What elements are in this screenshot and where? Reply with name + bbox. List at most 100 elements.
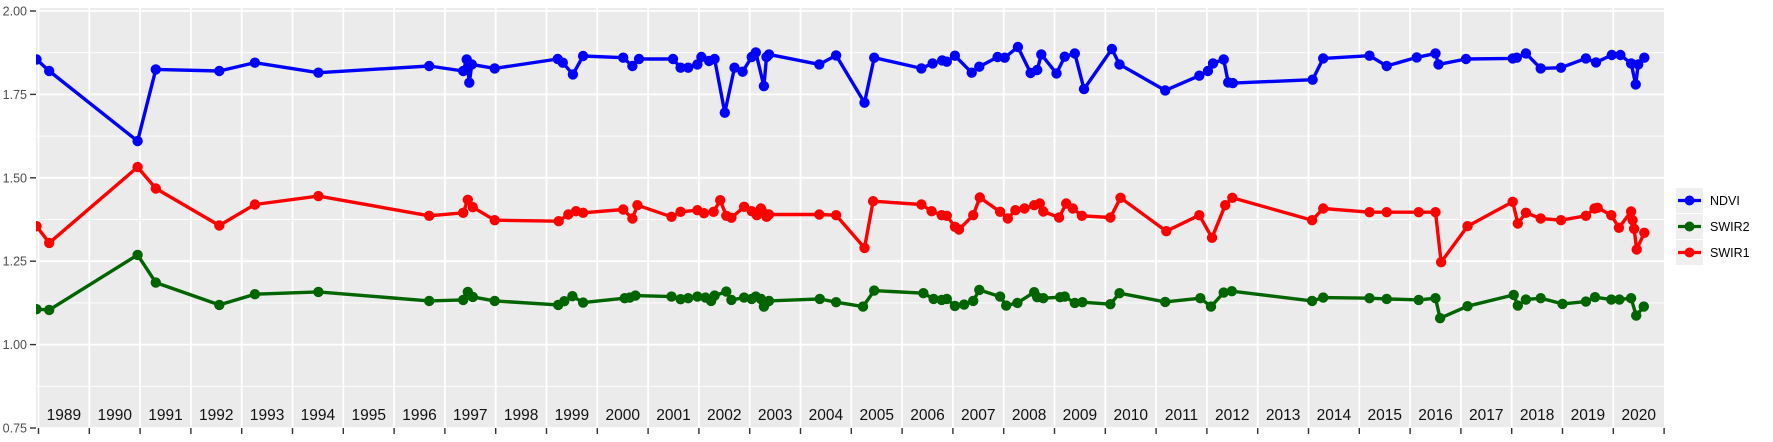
data-point-swir1 <box>1038 206 1049 217</box>
data-point-ndvi <box>1433 59 1444 70</box>
data-point-ndvi <box>249 57 261 68</box>
data-point-ndvi <box>1590 57 1602 68</box>
data-point-swir1 <box>1639 227 1650 238</box>
data-point-swir2 <box>1462 301 1473 312</box>
x-axis-label: 2015 <box>1367 407 1401 424</box>
data-point-ndvi <box>696 51 707 63</box>
data-point-swir1 <box>249 199 261 210</box>
data-point-swir2 <box>1069 297 1081 309</box>
data-point-swir2 <box>692 291 703 302</box>
data-point-ndvi <box>737 66 748 77</box>
legend-label: SWIR1 <box>1710 245 1750 260</box>
data-point-swir1 <box>44 237 55 249</box>
data-point-swir2 <box>726 294 737 306</box>
y-axis-label: 2.00 <box>3 5 27 19</box>
data-point-swir2 <box>830 297 842 308</box>
data-point-swir2 <box>1205 301 1217 312</box>
data-point-swir2 <box>928 293 939 305</box>
data-point-ndvi <box>567 69 579 80</box>
data-point-ndvi <box>1606 49 1618 61</box>
data-point-swir1 <box>738 201 750 212</box>
data-point-ndvi <box>1069 48 1081 59</box>
data-point-swir1 <box>1067 203 1079 214</box>
x-axis-label: 2012 <box>1215 407 1249 424</box>
data-point-swir2 <box>1430 293 1441 304</box>
legend-item-swir2: SWIR2 <box>1676 214 1750 239</box>
x-axis-label: 1995 <box>351 407 385 424</box>
ndvi-legend-key <box>1676 188 1703 213</box>
legend-label: NDVI <box>1710 193 1740 208</box>
data-point-swir1 <box>1631 244 1642 255</box>
data-point-swir2 <box>36 304 42 315</box>
data-point-swir2 <box>1012 297 1023 309</box>
data-point-swir1 <box>1462 221 1473 232</box>
data-point-ndvi <box>729 62 740 73</box>
data-point-swir1 <box>675 206 686 217</box>
legend-item-swir1: SWIR1 <box>1676 240 1750 265</box>
swir1-legend-symbol <box>1678 247 1701 258</box>
data-point-ndvi <box>1218 54 1229 65</box>
x-axis-label: 2018 <box>1520 407 1554 424</box>
x-axis-label: 2014 <box>1317 407 1352 424</box>
data-point-swir1 <box>1625 206 1637 217</box>
x-axis-label: 2017 <box>1469 407 1503 424</box>
data-point-swir1 <box>726 212 737 223</box>
data-point-ndvi <box>1036 49 1047 60</box>
data-point-swir1 <box>1507 196 1518 207</box>
data-point-swir2 <box>1413 294 1424 306</box>
data-point-ndvi <box>1114 59 1125 70</box>
data-point-ndvi <box>1633 59 1644 70</box>
data-point-swir1 <box>424 210 435 221</box>
x-axis-label: 1992 <box>199 407 233 424</box>
data-point-swir1 <box>1105 212 1116 223</box>
data-point-ndvi <box>1460 53 1472 65</box>
data-point-swir2 <box>857 301 869 312</box>
data-point-swir1 <box>1606 210 1617 221</box>
data-point-swir1 <box>953 224 965 235</box>
data-point-swir1 <box>1019 203 1030 214</box>
data-point-swir2 <box>577 297 589 308</box>
data-point-swir1 <box>1580 210 1592 221</box>
data-point-ndvi <box>667 53 679 65</box>
data-point-ndvi <box>627 60 638 72</box>
data-point-swir1 <box>1194 210 1205 221</box>
ndvi-legend-symbol <box>1678 195 1701 206</box>
data-point-swir1 <box>132 161 143 173</box>
data-point-swir1 <box>618 204 629 215</box>
data-point-ndvi <box>966 67 977 78</box>
data-point-ndvi <box>830 50 842 61</box>
x-axis-label: 2016 <box>1418 407 1452 424</box>
x-axis-label: 1994 <box>301 407 336 424</box>
data-point-ndvi <box>633 53 645 65</box>
x-axis-label: 2020 <box>1621 407 1656 424</box>
data-point-swir2 <box>666 291 677 302</box>
data-point-swir1 <box>968 210 979 221</box>
data-point-ndvi <box>1381 60 1392 72</box>
data-point-swir2 <box>424 295 435 307</box>
data-point-swir2 <box>467 291 478 303</box>
data-point-swir2 <box>763 295 775 307</box>
data-point-ndvi <box>1227 77 1239 89</box>
data-point-swir2 <box>1535 293 1546 304</box>
data-point-swir1 <box>1306 215 1318 226</box>
data-point-ndvi <box>869 52 880 63</box>
data-point-swir1 <box>1076 210 1088 221</box>
data-point-swir2 <box>1606 294 1617 305</box>
data-point-swir2 <box>1059 291 1070 302</box>
data-point-swir2 <box>1520 294 1532 305</box>
data-point-swir1 <box>1512 218 1524 229</box>
data-point-swir2 <box>313 286 324 298</box>
y-axis-label: 0.75 <box>3 422 27 436</box>
data-point-swir2 <box>721 286 732 297</box>
data-point-swir1 <box>313 190 324 202</box>
data-point-ndvi <box>577 50 589 62</box>
data-point-swir2 <box>1364 293 1375 304</box>
data-point-swir2 <box>958 299 970 310</box>
series-layer <box>36 41 1650 324</box>
data-point-swir2 <box>994 291 1006 302</box>
data-point-swir1 <box>462 194 473 205</box>
data-point-ndvi <box>859 97 870 108</box>
legend: NDVI SWIR2 SWIR1 <box>1676 188 1750 265</box>
data-point-swir2 <box>1434 313 1446 324</box>
x-axis-label: 2008 <box>1012 407 1046 424</box>
